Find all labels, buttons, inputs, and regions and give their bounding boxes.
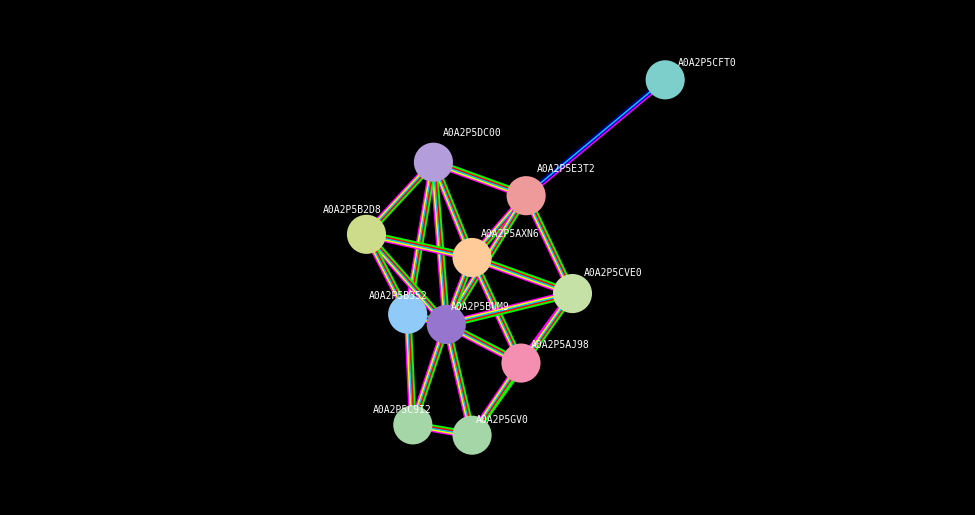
Text: A0A2P5B352: A0A2P5B352 — [370, 291, 428, 301]
Circle shape — [507, 176, 546, 215]
Circle shape — [501, 344, 540, 383]
Text: A0A2P5BUM9: A0A2P5BUM9 — [450, 302, 509, 312]
Circle shape — [452, 416, 491, 455]
Text: A0A2P5B2D8: A0A2P5B2D8 — [323, 205, 381, 215]
Text: A0A2P5C9I2: A0A2P5C9I2 — [372, 405, 431, 415]
Circle shape — [553, 274, 592, 313]
Text: A0A2P5AXN6: A0A2P5AXN6 — [482, 230, 540, 239]
Circle shape — [393, 405, 432, 444]
Circle shape — [645, 60, 684, 99]
Circle shape — [427, 305, 466, 344]
Circle shape — [388, 295, 427, 334]
Text: A0A2P5CVE0: A0A2P5CVE0 — [584, 268, 643, 278]
Text: A0A2P5AJ98: A0A2P5AJ98 — [531, 340, 590, 350]
Circle shape — [347, 215, 386, 254]
Text: A0A2P5DC00: A0A2P5DC00 — [443, 128, 501, 138]
Text: A0A2P5E3T2: A0A2P5E3T2 — [536, 164, 595, 174]
Circle shape — [413, 143, 453, 182]
Text: A0A2P5GV0: A0A2P5GV0 — [476, 415, 529, 425]
Text: A0A2P5CFT0: A0A2P5CFT0 — [678, 59, 737, 68]
Circle shape — [452, 238, 491, 277]
